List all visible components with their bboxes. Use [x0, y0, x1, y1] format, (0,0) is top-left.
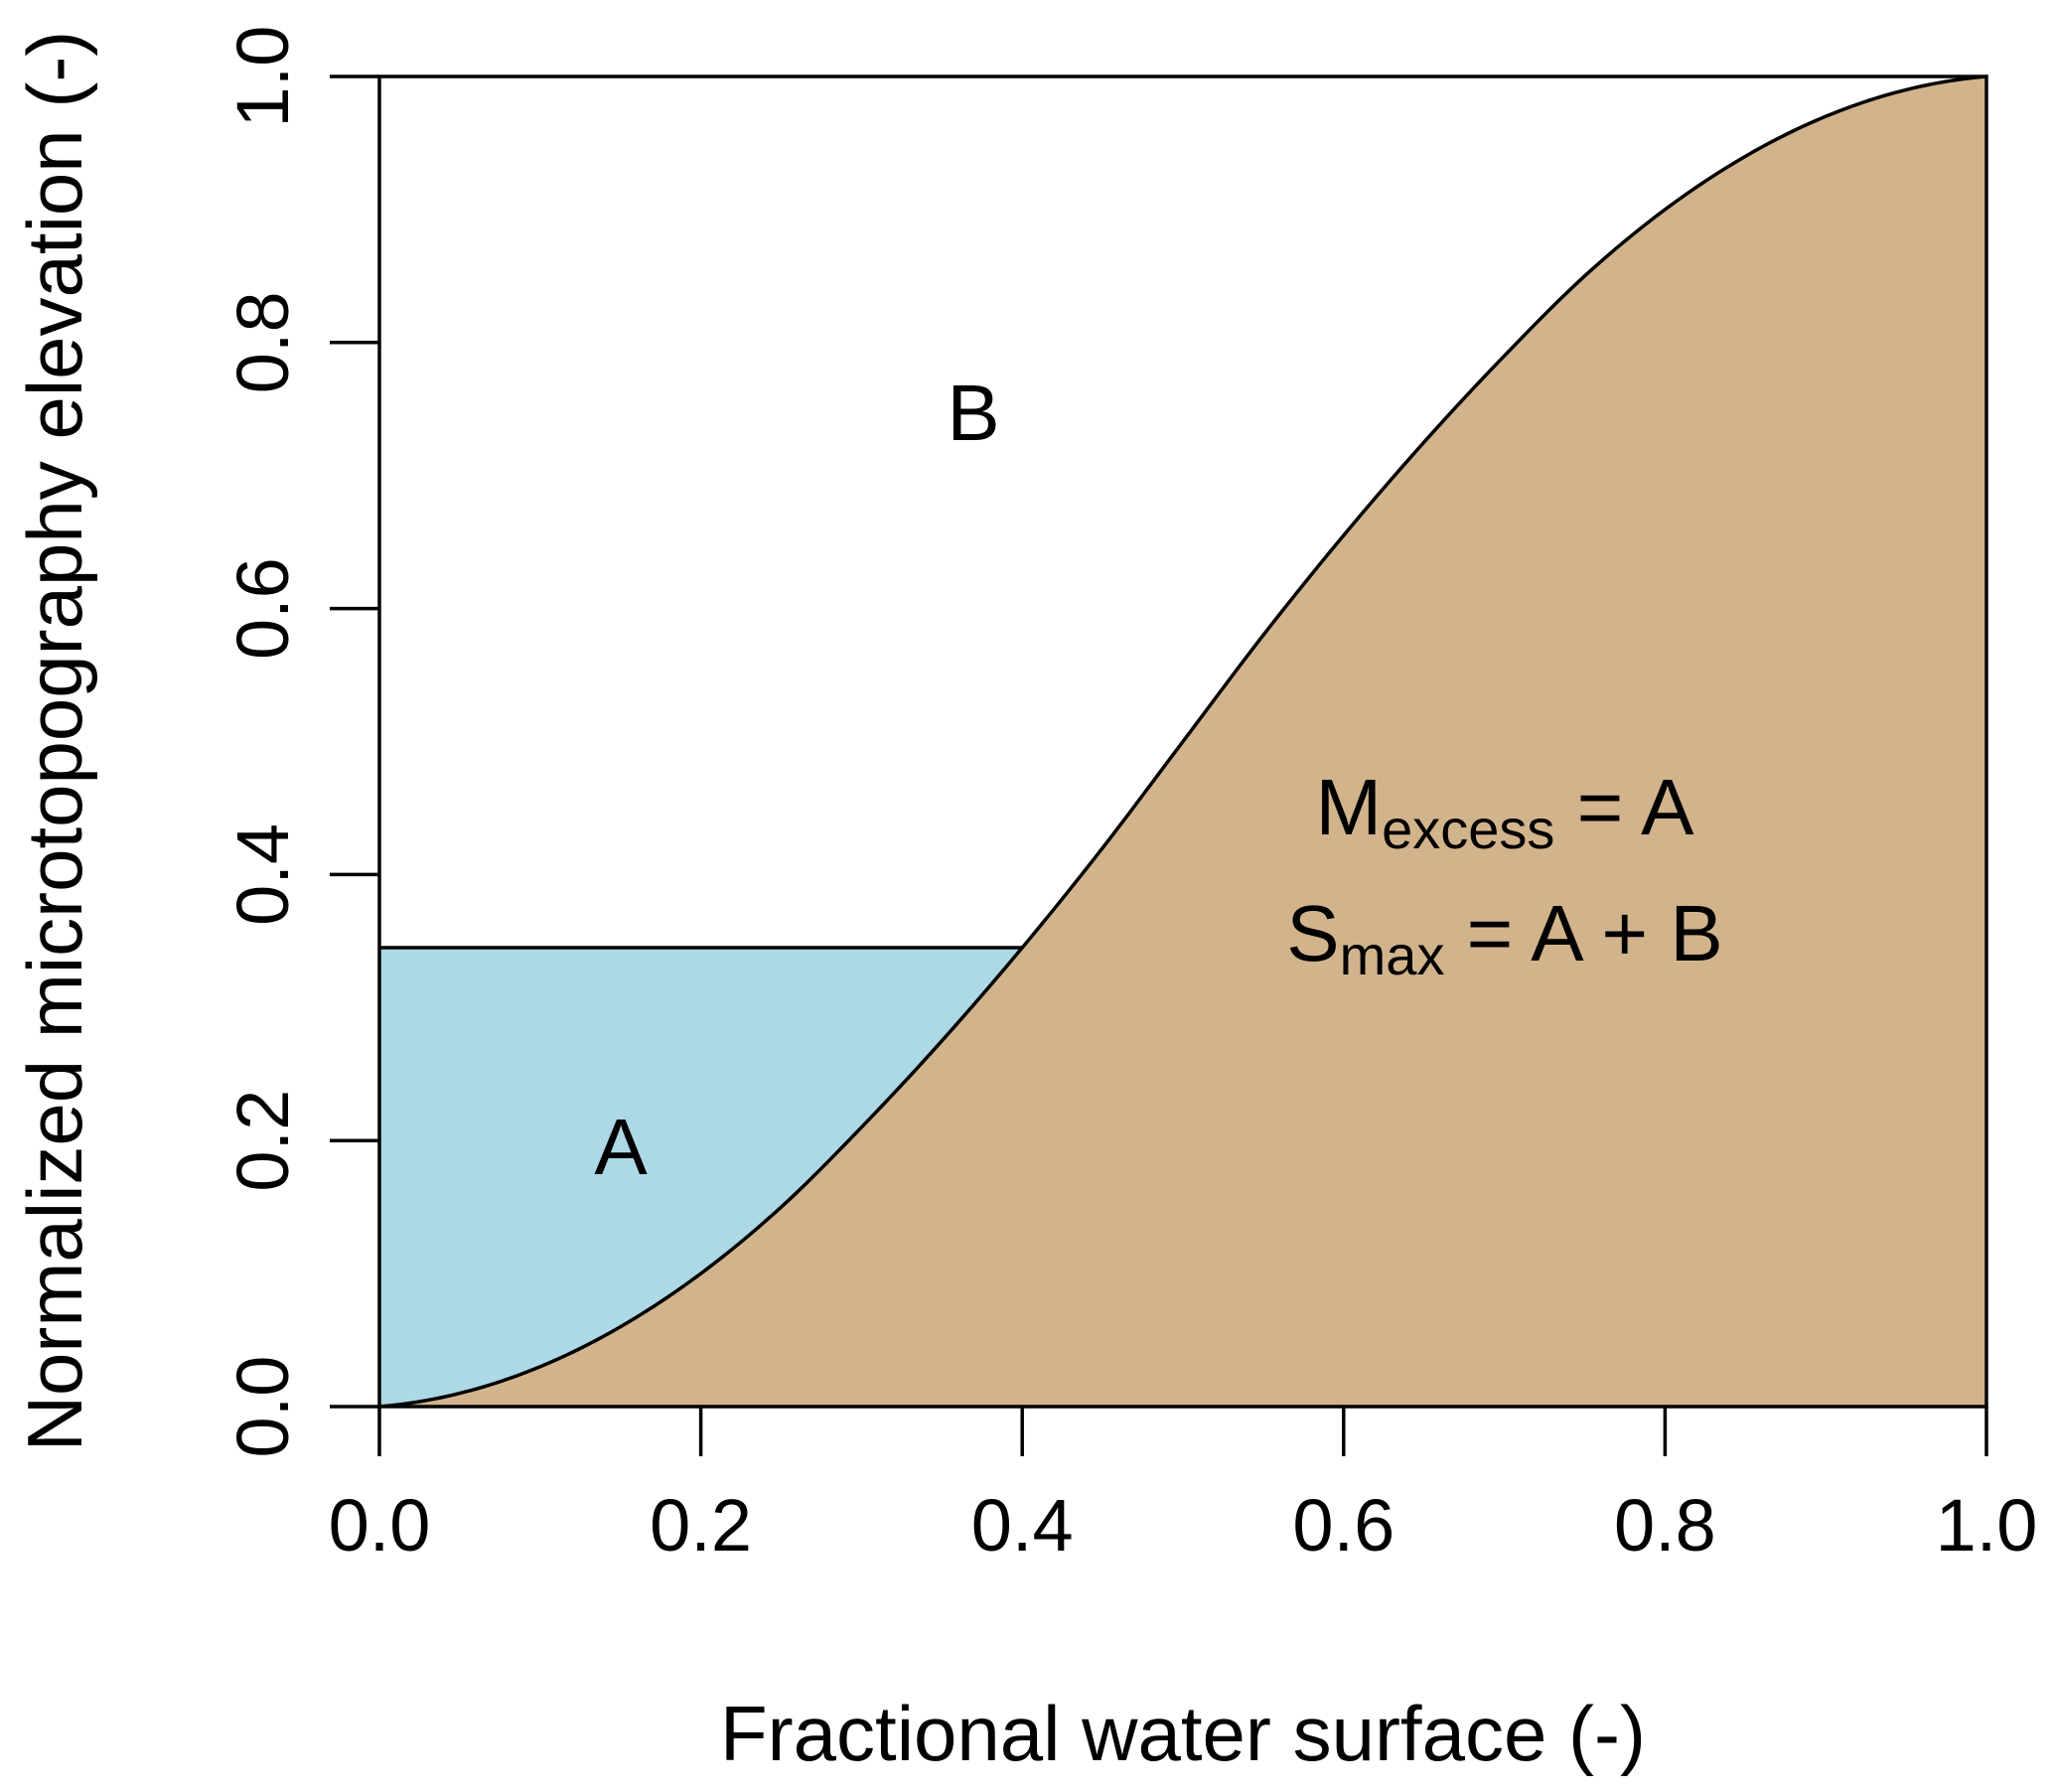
y-axis-title: Normalized microtopography elevation (-) [11, 31, 98, 1452]
y-tick-label: 0.8 [221, 291, 304, 393]
s-max-annotation: Smax = A + B [1286, 889, 1722, 986]
x-axis: 0.0 0.2 0.4 0.6 0.8 1.0 [329, 1407, 2038, 1567]
hypsometric-curve [378, 75, 1987, 1409]
x-tick-label: 0.2 [650, 1484, 752, 1567]
y-axis: 0.0 0.2 0.4 0.6 0.8 1.0 [221, 26, 379, 1458]
x-tick-label: 0.0 [329, 1484, 431, 1567]
y-tick-label: 1.0 [221, 26, 304, 128]
x-tick-label: 0.6 [1292, 1484, 1394, 1567]
y-tick-label: 0.0 [221, 1356, 304, 1458]
x-tick-label: 0.4 [971, 1484, 1074, 1567]
m-excess-annotation: Mexcess = A [1315, 763, 1694, 860]
region-label-b: B [947, 369, 999, 457]
y-tick-label: 0.4 [221, 823, 304, 926]
x-tick-label: 1.0 [1936, 1484, 2038, 1567]
x-tick-label: 0.8 [1614, 1484, 1716, 1567]
region-label-a: A [594, 1103, 648, 1191]
y-tick-label: 0.6 [221, 557, 304, 660]
water-area [379, 948, 1023, 1407]
plot-frame [377, 75, 1988, 1409]
y-tick-label: 0.2 [221, 1090, 304, 1192]
x-axis-title: Fractional water surface (-) [720, 1690, 1646, 1777]
